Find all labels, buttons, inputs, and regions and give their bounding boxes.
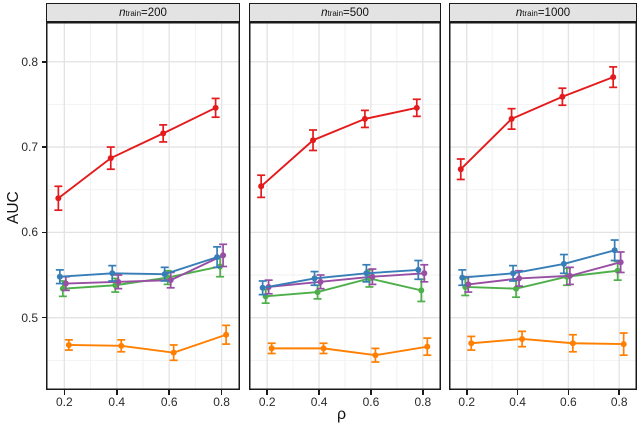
y-tick-mark [41, 146, 46, 148]
y-tick-mark [41, 61, 46, 63]
x-tick-label: 0.2 [458, 395, 476, 409]
x-tick-label: 0.4 [310, 395, 328, 409]
x-axis-n500: 0.2 0.4 0.6 0.8 [249, 390, 441, 412]
panel-plot-n200 [46, 22, 240, 390]
x-tick-label: 0.2 [56, 395, 73, 409]
x-tick-mark [618, 390, 620, 395]
x-tick-label: 0.6 [362, 395, 380, 409]
x-tick-mark [220, 390, 223, 395]
x-tick-label: 0.6 [160, 395, 178, 409]
x-tick-mark [63, 390, 66, 395]
x-tick-label: 0.6 [560, 395, 577, 409]
x-tick-label: 0.8 [213, 395, 230, 409]
x-tick-mark [116, 390, 118, 395]
facet-strip-n1000: n train = 1000 [449, 3, 637, 22]
x-tick-mark [370, 390, 372, 395]
x-tick-mark [168, 390, 170, 395]
strip-variable: n [321, 6, 328, 19]
y-tick-label: 0.8 [21, 54, 38, 69]
y-tick-label: 0.5 [21, 310, 38, 325]
x-tick-mark [318, 390, 320, 395]
x-tick-mark [516, 390, 519, 395]
strip-equals: = [537, 6, 545, 19]
strip-equals: = [141, 6, 148, 19]
strip-equals: = [343, 6, 350, 19]
strip-variable: n [515, 6, 523, 19]
panel-plot-n500 [249, 22, 441, 390]
x-tick-label: 0.8 [610, 395, 628, 409]
y-tick-mark [41, 316, 46, 319]
y-tick-label: 0.6 [21, 225, 38, 240]
strip-value: 200 [147, 6, 167, 19]
strip-variable: n [119, 6, 126, 19]
x-tick-label: 0.4 [509, 395, 526, 409]
y-tick-mark [41, 231, 46, 234]
x-axis-n1000: 0.2 0.4 0.6 0.8 [449, 390, 637, 412]
y-axis: 0.8 0.7 0.6 0.5 [0, 22, 46, 390]
facet-strip-n500: n train = 500 [249, 3, 441, 22]
x-axis-title: ρ [336, 406, 347, 423]
y-tick-label: 0.7 [21, 140, 38, 155]
strip-value: 1000 [544, 6, 571, 19]
x-tick-mark [466, 390, 468, 395]
x-tick-label: 0.2 [258, 395, 276, 409]
facet-strip-n200: n train = 200 [46, 3, 240, 22]
x-tick-mark [567, 390, 570, 395]
strip-value: 500 [349, 6, 369, 19]
x-tick-mark [422, 390, 424, 395]
x-axis-n200: 0.2 0.4 0.6 0.8 [46, 390, 240, 412]
x-tick-mark [266, 390, 268, 395]
x-tick-label: 0.8 [414, 395, 432, 409]
panel-plot-n1000 [449, 22, 637, 390]
x-tick-label: 0.4 [108, 395, 126, 409]
